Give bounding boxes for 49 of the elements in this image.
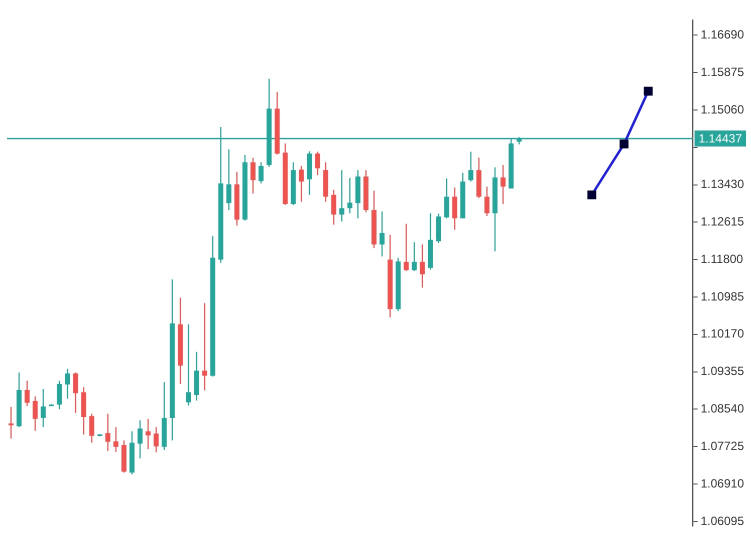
ref-line-label: 1.14437 xyxy=(698,131,742,146)
y-tick-label: 1.13430 xyxy=(700,177,744,192)
candlestick xyxy=(186,324,191,406)
y-tick-label: 1.06095 xyxy=(700,514,744,528)
point xyxy=(620,139,628,148)
candlestick xyxy=(298,165,304,202)
candlestick xyxy=(138,420,143,459)
candlestick xyxy=(444,178,450,219)
candlestick xyxy=(113,426,118,453)
candlestick xyxy=(146,418,151,450)
y-tick-label: 1.06910 xyxy=(700,476,744,490)
candlestick xyxy=(64,368,70,400)
candlestick xyxy=(73,372,78,414)
candlestick xyxy=(32,396,38,432)
candlestick xyxy=(339,169,344,222)
candlestick xyxy=(500,164,506,205)
candlestick xyxy=(331,189,336,226)
candlestick xyxy=(40,388,46,428)
candlestick xyxy=(89,413,94,444)
point xyxy=(587,190,596,200)
candlestick xyxy=(468,151,474,182)
candlestick xyxy=(8,406,14,440)
y-tick-label: 1.07725 xyxy=(700,438,744,453)
candlestick xyxy=(226,148,232,211)
y-tick-label: 1.09355 xyxy=(700,364,744,378)
candlestick xyxy=(250,157,256,194)
candlestick xyxy=(452,186,458,230)
y-tick-label: 1.15060 xyxy=(700,102,744,116)
point xyxy=(644,86,653,96)
y-tick-label: 1.15875 xyxy=(700,64,744,79)
candlestick xyxy=(380,210,385,257)
y-tick-label: 1.10985 xyxy=(700,289,744,304)
candlestick xyxy=(105,413,110,452)
candlestick xyxy=(154,426,159,453)
y-tick-label: 1.10170 xyxy=(700,326,744,341)
candlestick xyxy=(412,242,417,272)
candlestick xyxy=(420,244,425,288)
y-tick-label: 1.08540 xyxy=(700,402,744,416)
y-tick-label: 1.16690 xyxy=(700,27,744,42)
candlestick xyxy=(404,223,409,272)
candlestick xyxy=(258,162,264,184)
candlestick xyxy=(315,151,320,176)
candlestick xyxy=(484,186,490,217)
y-tick-label: 1.12615 xyxy=(700,214,744,228)
candlestick xyxy=(202,302,208,391)
y-tick-label: 1.11800 xyxy=(700,252,744,266)
candlestick xyxy=(347,177,352,214)
candlestick xyxy=(56,380,62,410)
candlestick xyxy=(24,380,30,407)
